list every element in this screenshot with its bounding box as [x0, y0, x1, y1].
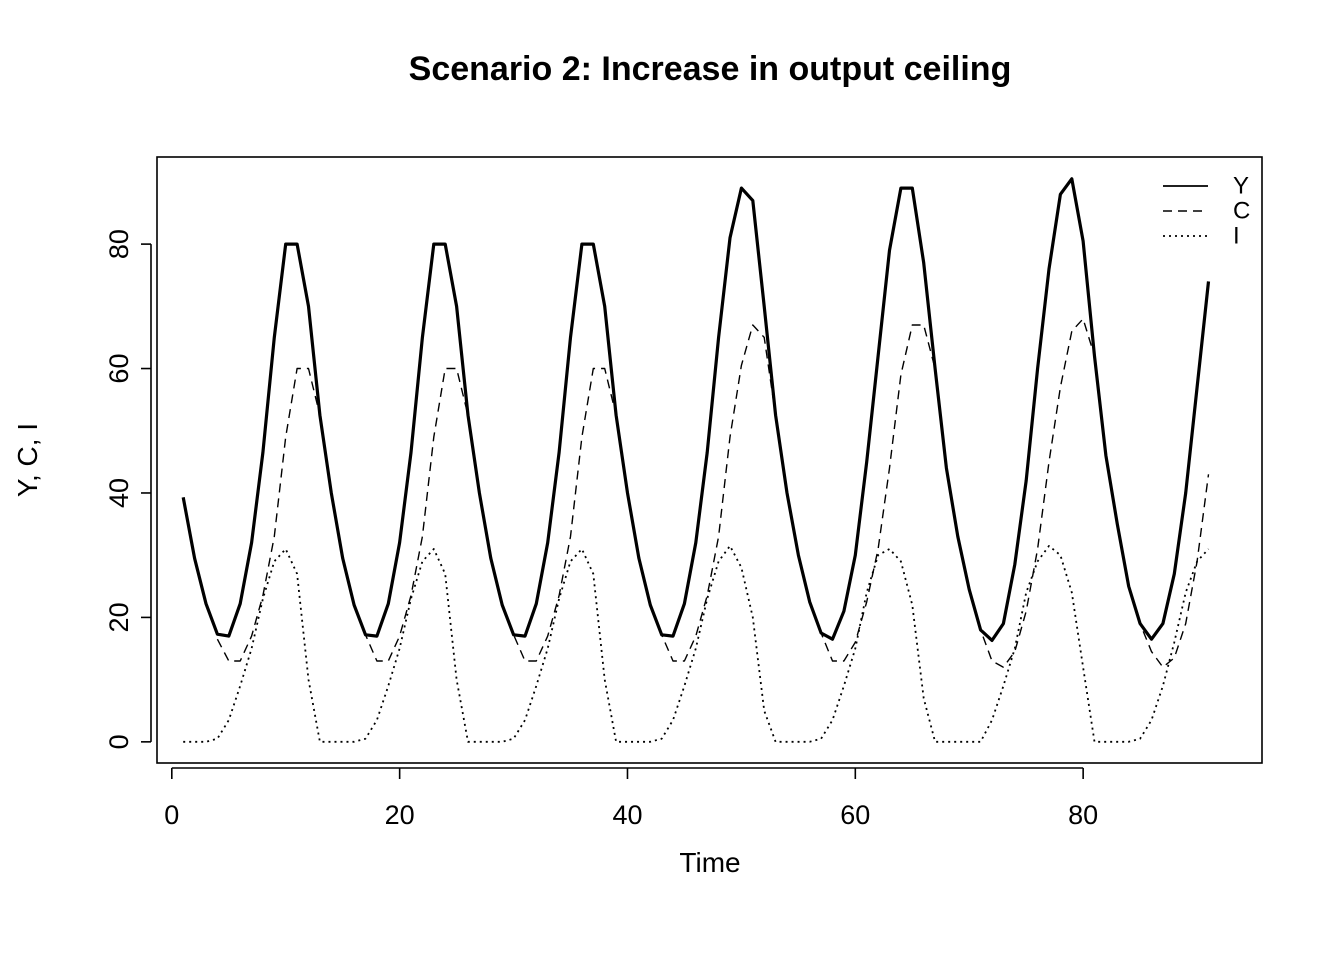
- x-tick-label: 60: [840, 800, 870, 830]
- y-tick-label: 20: [104, 602, 134, 632]
- y-axis-label: Y, C, I: [12, 423, 43, 497]
- legend-label-c: C: [1233, 198, 1250, 225]
- legend-label-i: I: [1233, 223, 1240, 250]
- x-tick-label: 20: [385, 800, 415, 830]
- y-tick-label: 40: [104, 478, 134, 508]
- y-tick-label: 60: [104, 354, 134, 384]
- series-layer: [181, 177, 1211, 743]
- x-tick-label: 40: [612, 800, 642, 830]
- y-tick-label: 80: [104, 229, 134, 259]
- legend-label-y: Y: [1233, 173, 1249, 200]
- x-axis-label: Time: [679, 847, 740, 878]
- plot-frame: [156, 156, 1263, 764]
- x-tick-label: 80: [1068, 800, 1098, 830]
- series-line-c: [216, 318, 1210, 668]
- y-tick-label: 0: [104, 734, 134, 749]
- x-axis: 0 20 40 60 80: [164, 767, 1098, 830]
- chart-title: Scenario 2: Increase in output ceiling: [409, 50, 1012, 88]
- x-tick-label: 0: [164, 800, 179, 830]
- y-axis: 0 20 40 60 80: [104, 229, 152, 749]
- legend: YCI: [1163, 173, 1250, 250]
- series-line-i: [183, 545, 1210, 743]
